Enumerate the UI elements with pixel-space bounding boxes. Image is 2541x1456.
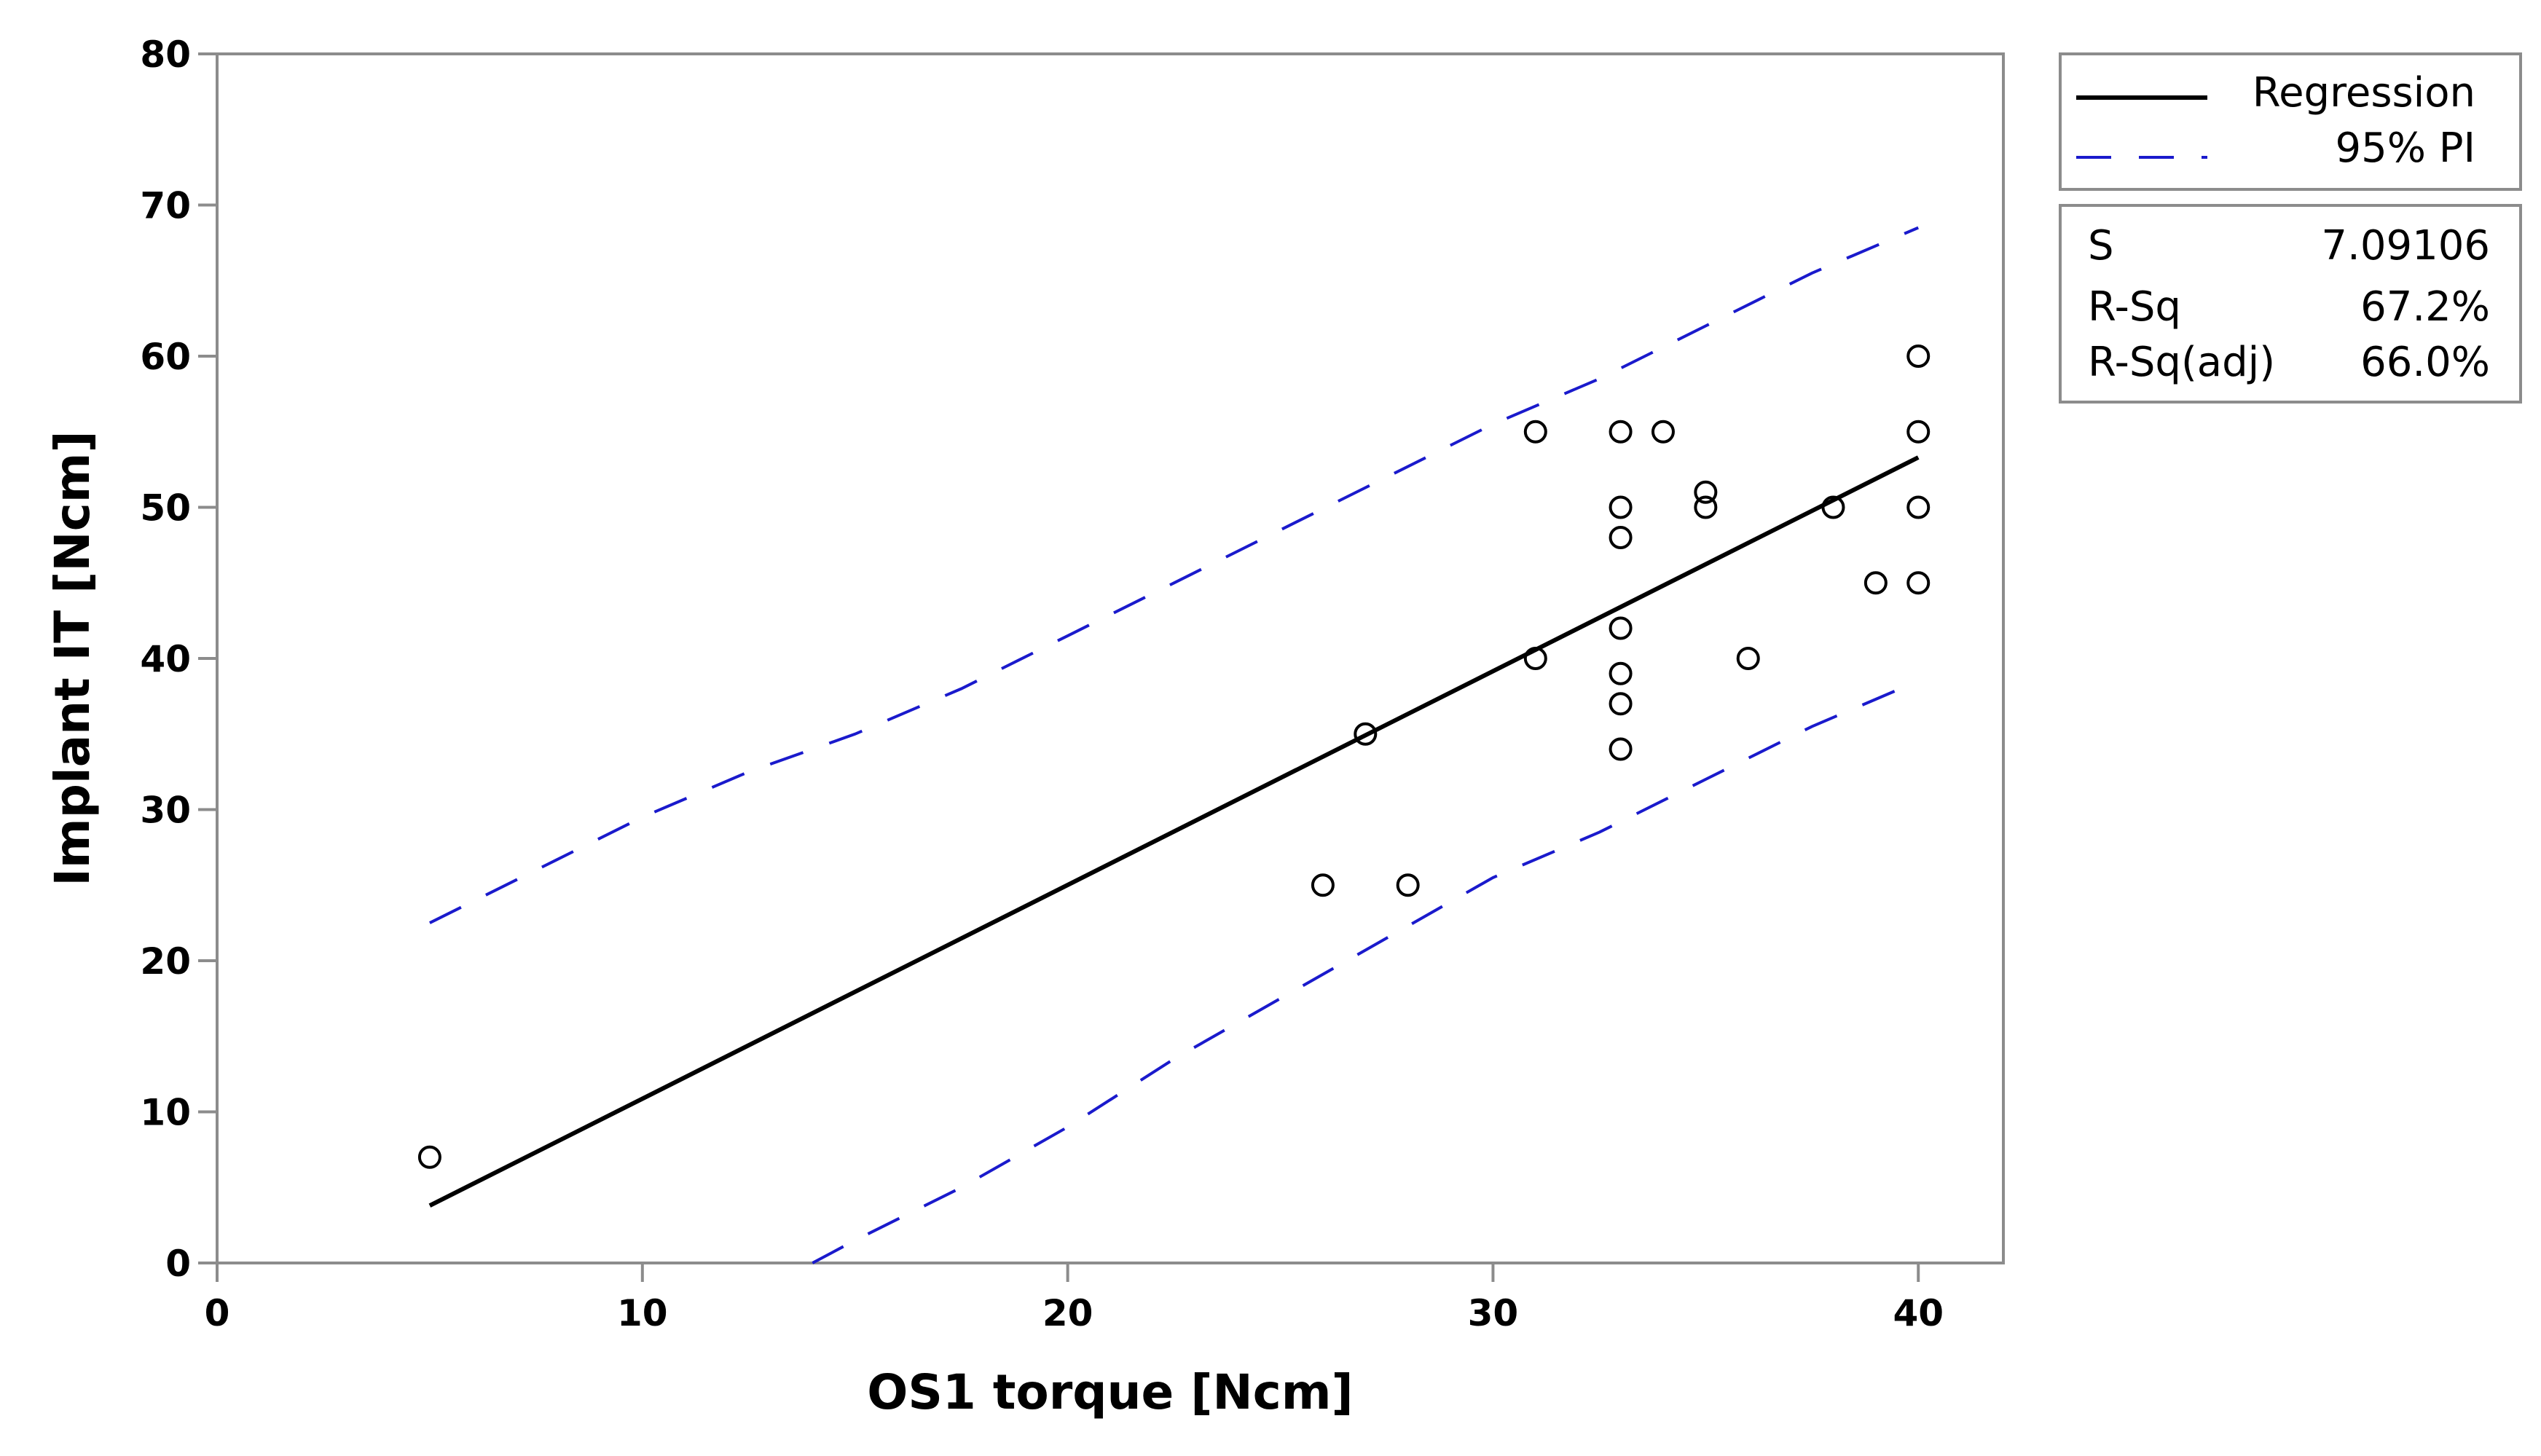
- data-point: [1863, 571, 1888, 595]
- y-tick-label: 10: [140, 1092, 191, 1134]
- data-point: [1609, 692, 1633, 716]
- data-point: [1609, 495, 1633, 519]
- data-point: [1694, 495, 1718, 519]
- stat-rsq-value: 67.2%: [2360, 283, 2490, 331]
- data-point: [1906, 495, 1931, 519]
- y-tick-label: 60: [140, 336, 191, 378]
- legend-frame: [2059, 52, 2522, 191]
- prediction-interval-lines: [429, 226, 1919, 1264]
- y-axis-title: Implant IT [Ncm]: [44, 430, 101, 886]
- regression-line-group: [428, 455, 1920, 1208]
- scatter-points: [417, 345, 1931, 1169]
- data-point: [417, 1145, 441, 1169]
- legend: Regression 95% PI: [2059, 52, 2522, 191]
- data-point: [1609, 526, 1633, 549]
- x-axis-title: OS1 torque [Ncm]: [867, 1364, 1353, 1420]
- data-point: [1354, 722, 1378, 746]
- x-tick-label: 10: [617, 1292, 668, 1334]
- data-point: [1609, 661, 1633, 685]
- data-point: [1694, 480, 1718, 504]
- data-point: [1906, 571, 1931, 595]
- x-tick-label: 20: [1042, 1292, 1093, 1334]
- y-tick-label: 30: [140, 790, 191, 832]
- data-point: [1396, 873, 1420, 897]
- regression-line: [428, 455, 1920, 1208]
- x-tick-label: 0: [205, 1292, 230, 1334]
- data-point: [1609, 737, 1633, 761]
- stat-rsq-adj-label: R-Sq(adj): [2088, 339, 2275, 386]
- y-axis: 0 10 20 30 40 50 60 70 80: [140, 34, 217, 1285]
- data-point: [1609, 616, 1633, 640]
- data-point: [1651, 420, 1675, 444]
- data-point: [1523, 420, 1547, 444]
- stats-box: S 7.09106 R-Sq 67.2% R-Sq(adj) 66.0%: [2059, 204, 2522, 404]
- y-tick-label: 50: [140, 487, 191, 530]
- stats-frame: [2059, 204, 2522, 404]
- data-point: [1906, 420, 1931, 444]
- y-tick-label: 40: [140, 638, 191, 680]
- data-point: [1736, 647, 1760, 670]
- stat-rsq-label: R-Sq: [2088, 283, 2181, 331]
- data-point: [1821, 495, 1845, 519]
- x-tick-label: 30: [1468, 1292, 1519, 1334]
- stat-s-value: 7.09106: [2321, 222, 2490, 269]
- data-point: [1906, 345, 1931, 368]
- data-point: [1609, 420, 1633, 444]
- stat-rsq-adj-value: 66.0%: [2360, 339, 2490, 386]
- data-point: [1523, 647, 1547, 670]
- y-tick-label: 20: [140, 940, 191, 983]
- y-tick-label: 80: [140, 34, 191, 76]
- data-point: [1311, 873, 1335, 897]
- pi-lower-line: [812, 680, 1919, 1264]
- stat-s-label: S: [2088, 222, 2114, 269]
- y-tick-label: 70: [140, 185, 191, 227]
- x-tick-label: 40: [1893, 1292, 1944, 1334]
- y-tick-label: 0: [165, 1243, 191, 1285]
- pi-upper-line: [429, 226, 1919, 924]
- legend-regression-label: Regression: [2253, 69, 2475, 117]
- x-axis: 0 10 20 30 40: [205, 1263, 1944, 1334]
- legend-pi-label: 95% PI: [2335, 125, 2475, 172]
- plot-frame: [216, 52, 2005, 1264]
